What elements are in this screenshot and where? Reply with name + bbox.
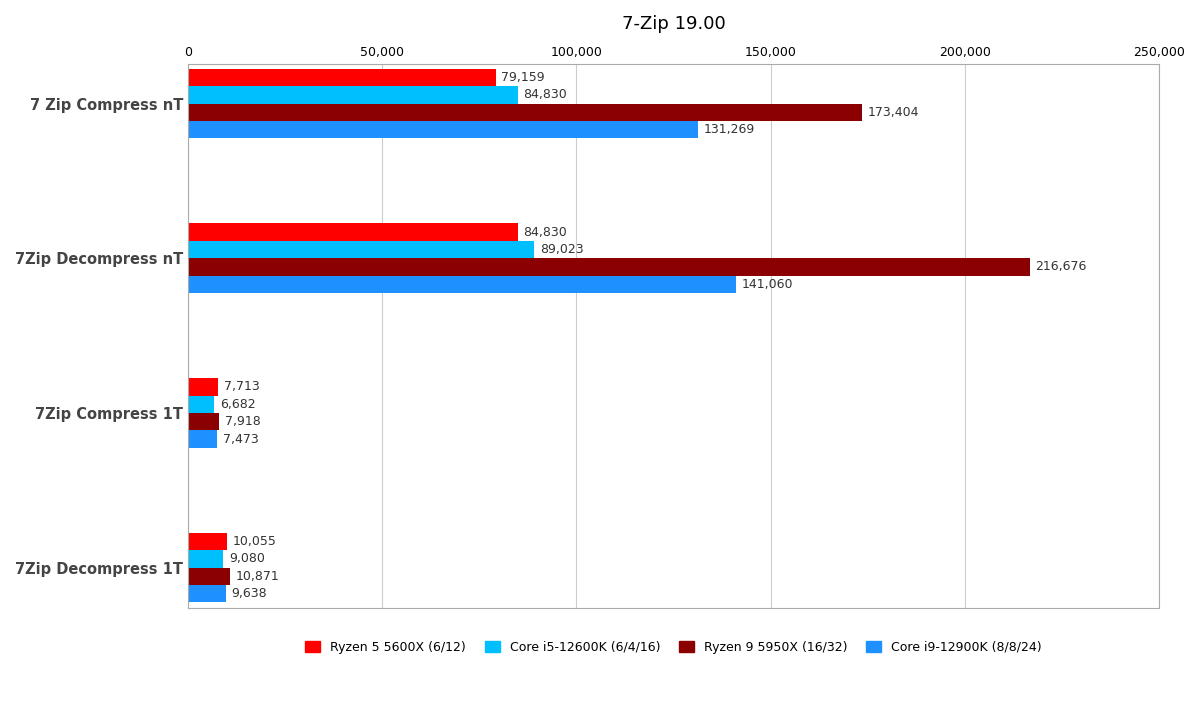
Text: 216,676: 216,676 [1036, 260, 1087, 273]
Bar [188, 86, 517, 103]
Text: 89,023: 89,023 [540, 243, 583, 256]
Text: 7,918: 7,918 [224, 415, 260, 428]
Text: 141,060: 141,060 [742, 278, 793, 291]
Bar [188, 258, 1030, 275]
Bar [188, 396, 214, 413]
Text: 7,473: 7,473 [223, 432, 259, 445]
Text: 6,682: 6,682 [220, 398, 256, 411]
Text: 84,830: 84,830 [523, 226, 568, 239]
Legend: Ryzen 5 5600X (6/12), Core i5-12600K (6/4/16), Ryzen 9 5950X (16/32), Core i9-12: Ryzen 5 5600X (6/12), Core i5-12600K (6/… [300, 636, 1046, 659]
Text: 7,713: 7,713 [224, 380, 259, 394]
Text: 10,871: 10,871 [236, 570, 280, 583]
Bar [188, 275, 736, 293]
Text: 10,055: 10,055 [233, 535, 277, 548]
Bar [188, 241, 534, 258]
Bar [188, 413, 218, 430]
Bar [188, 585, 226, 602]
Bar [188, 430, 217, 447]
Bar [188, 533, 227, 550]
Bar [188, 103, 862, 121]
Text: 9,638: 9,638 [232, 587, 266, 600]
Text: 84,830: 84,830 [523, 88, 568, 101]
Bar [188, 568, 230, 585]
Title: 7-Zip 19.00: 7-Zip 19.00 [622, 15, 726, 33]
Text: 173,404: 173,404 [868, 105, 919, 119]
Text: 79,159: 79,159 [502, 71, 545, 84]
Bar [188, 550, 223, 568]
Text: 9,080: 9,080 [229, 552, 265, 566]
Bar [188, 69, 496, 86]
Text: 131,269: 131,269 [703, 123, 755, 136]
Bar [188, 224, 517, 241]
Bar [188, 378, 218, 396]
Bar [188, 121, 698, 138]
